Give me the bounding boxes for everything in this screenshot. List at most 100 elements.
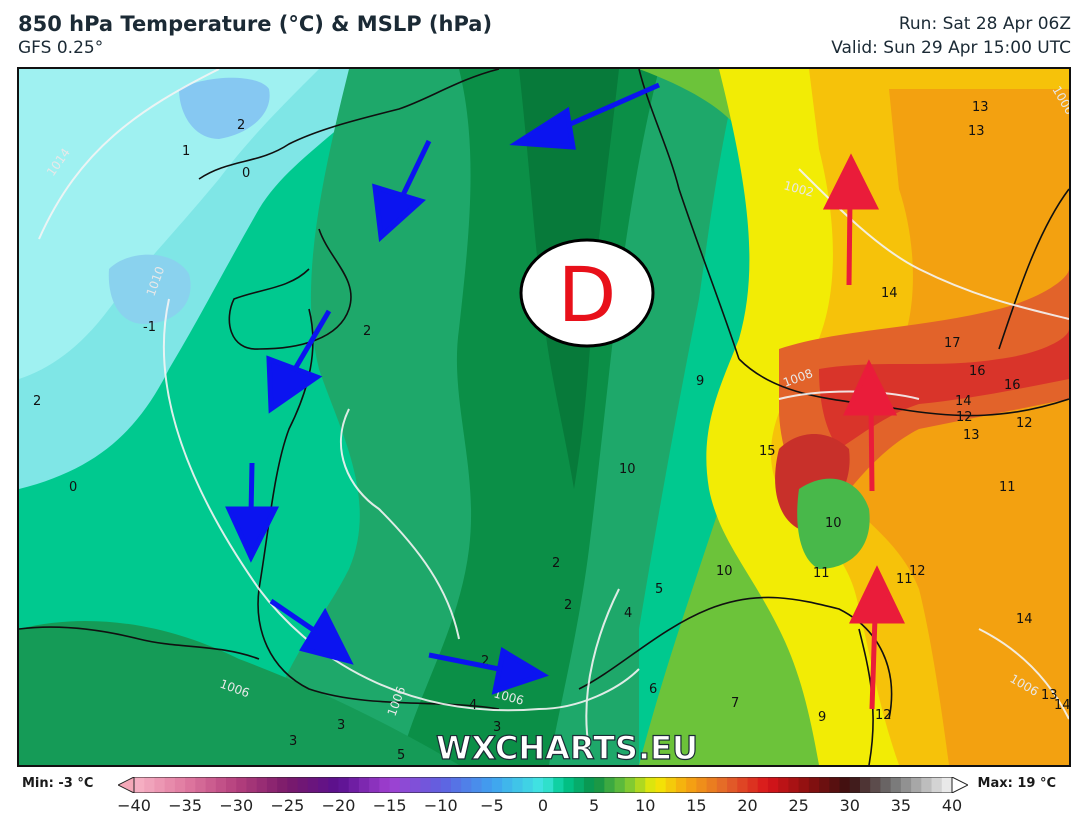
colorbar-cell <box>563 777 575 793</box>
border-east <box>998 188 1069 350</box>
colorbar-cell <box>481 777 493 793</box>
colorbar-cell <box>543 777 554 793</box>
colorbar-cell <box>389 777 401 793</box>
temp-label: 11 <box>999 480 1016 495</box>
coast-brittany <box>228 228 352 350</box>
colorbar-cell <box>491 777 503 793</box>
colorbar-cell <box>890 777 902 793</box>
temp-label: 2 <box>237 118 245 133</box>
temp-label: 10 <box>716 564 733 579</box>
colorbar-cell <box>573 777 585 793</box>
low-pressure-letter: D <box>558 250 617 339</box>
colorbar-cell <box>369 777 380 793</box>
temp-label: 3 <box>493 720 501 735</box>
colorbar-cell <box>461 777 472 793</box>
colorbar-cell <box>716 777 728 793</box>
colorbar-cell <box>635 777 646 793</box>
chart-title: 850 hPa Temperature (°C) & MSLP (hPa) <box>18 12 493 36</box>
warm-arrow <box>822 153 880 286</box>
warm-air-arrows <box>822 153 905 710</box>
colorbar-cell <box>788 777 800 793</box>
colorbar-cell <box>655 777 667 793</box>
colorbar-cells <box>133 777 953 793</box>
colorbar-cell <box>931 777 943 793</box>
colorbar-cell <box>583 777 595 793</box>
colorbar-cell <box>215 777 227 793</box>
colorbar-cell <box>164 777 176 793</box>
colorbar-cell <box>921 777 933 793</box>
warm-arrow <box>843 359 898 492</box>
cold-arrow <box>269 598 354 665</box>
colorbar-cell <box>686 777 697 793</box>
temp-label: 3 <box>289 734 297 749</box>
colorbar-cell <box>553 777 564 793</box>
colorbar-cell <box>859 777 871 793</box>
colorbar-cell <box>297 777 309 793</box>
coast-spain-north <box>19 626 260 660</box>
colorbar-tick-label: −20 <box>321 796 356 815</box>
temp-label: 12 <box>1016 416 1033 431</box>
colorbar-tick-label: −5 <box>480 796 504 815</box>
isobar-1006-inner <box>340 408 460 640</box>
colorbar-cell <box>307 777 319 793</box>
coast-england <box>198 69 500 180</box>
colorbar-cell <box>502 777 513 793</box>
isobar-1010-east <box>978 628 1069 720</box>
colorbar-cell <box>604 777 616 793</box>
colorbar-tick-label: −30 <box>219 796 254 815</box>
colorbar-cell <box>471 777 483 793</box>
warm-arrow <box>849 565 905 710</box>
temp-label: 9 <box>818 710 826 725</box>
colorbar-cell <box>277 777 288 793</box>
temp-labels: 2 1 0 -1 2 2 0 9 10 15 10 10 11 11 12 13… <box>33 100 1069 763</box>
colorbar-cell <box>318 777 329 793</box>
colorbar-cell <box>880 777 892 793</box>
colorbar-cell <box>849 777 861 793</box>
colorbar-tick-label: 20 <box>737 796 758 815</box>
colorbar-cell <box>287 777 299 793</box>
temp-label: 2 <box>552 556 560 571</box>
max-temp-label: Max: 19 °C <box>977 776 1056 791</box>
temp-label: 1 <box>182 144 190 159</box>
colorbar-cell <box>205 777 217 793</box>
colorbar-cell <box>829 777 841 793</box>
temp-label: 11 <box>813 566 830 581</box>
colorbar-cell <box>767 777 779 793</box>
temp-label: 10 <box>619 462 636 477</box>
colorbar-cell <box>256 777 268 793</box>
colorbar-cell <box>614 777 626 793</box>
colorbar-cell <box>358 777 370 793</box>
colorbar-tick-label: 5 <box>589 796 600 815</box>
temp-label: 14 <box>1054 698 1069 713</box>
temp-label: 0 <box>69 480 77 495</box>
cold-arrow <box>266 309 332 414</box>
isobar-1006-south <box>585 588 620 750</box>
colorbar-legend: Min: -3 °C Max: 19 °C −40 −35 −30 −25 −20 −15… <box>0 770 1088 834</box>
temp-band-14to16 <box>832 89 1069 765</box>
temp-label: 14 <box>1016 612 1033 627</box>
colorbar-tick-label: −15 <box>372 796 407 815</box>
colorbar-cell <box>236 777 247 793</box>
colorbar-cell <box>870 777 881 793</box>
colorbar-cell <box>399 777 411 793</box>
colorbar-tick-label: −25 <box>270 796 305 815</box>
temp-label: 11 <box>896 572 913 587</box>
colorbar-cell <box>338 777 350 793</box>
colorbar-cell <box>440 777 452 793</box>
temp-label: 5 <box>655 582 663 597</box>
isobar-1014 <box>38 69 220 240</box>
colorbar-cell <box>348 777 360 793</box>
temp-label: 16 <box>969 364 986 379</box>
colorbar-tick-label: −10 <box>423 796 458 815</box>
temp-pocket-cold-north <box>179 77 270 139</box>
temp-label: 6 <box>649 682 657 697</box>
colorbar-right-cap <box>951 777 968 793</box>
coast-mediterranean <box>578 596 893 720</box>
colorbar-tick-label: −40 <box>117 796 151 815</box>
temp-label: 14 <box>881 286 898 301</box>
temp-label: 13 <box>1041 688 1058 703</box>
colorbar-cell <box>420 777 432 793</box>
colorbar-cell <box>450 777 462 793</box>
temp-label: 5 <box>397 748 405 763</box>
temp-label: 16 <box>1004 378 1021 393</box>
